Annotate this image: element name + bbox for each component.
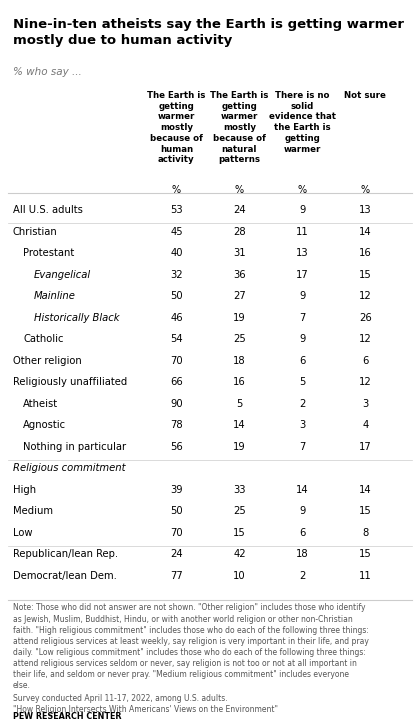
Text: Not sure: Not sure xyxy=(344,91,386,100)
Text: 3: 3 xyxy=(299,420,305,430)
Text: 15: 15 xyxy=(359,507,372,516)
Text: 14: 14 xyxy=(359,485,372,495)
Text: %: % xyxy=(235,185,244,196)
Text: Other religion: Other religion xyxy=(13,356,81,366)
Text: 6: 6 xyxy=(299,356,306,366)
Text: 4: 4 xyxy=(362,420,368,430)
Text: 18: 18 xyxy=(296,550,309,560)
Text: %: % xyxy=(298,185,307,196)
Text: Medium: Medium xyxy=(13,507,52,516)
Text: Atheist: Atheist xyxy=(23,398,58,409)
Text: Protestant: Protestant xyxy=(23,248,74,258)
Text: The Earth is
getting
warmer
mostly
because of
natural
patterns: The Earth is getting warmer mostly becau… xyxy=(210,91,268,164)
Text: Christian: Christian xyxy=(13,227,58,236)
Text: 15: 15 xyxy=(359,270,372,280)
Text: 8: 8 xyxy=(362,528,368,538)
Text: 9: 9 xyxy=(299,205,306,215)
Text: 5: 5 xyxy=(236,398,243,409)
Text: Republican/lean Rep.: Republican/lean Rep. xyxy=(13,550,118,560)
Text: 16: 16 xyxy=(359,248,372,258)
Text: 10: 10 xyxy=(233,571,246,581)
Text: 7: 7 xyxy=(299,442,306,451)
Text: 24: 24 xyxy=(233,205,246,215)
Text: 78: 78 xyxy=(170,420,183,430)
Text: 14: 14 xyxy=(233,420,246,430)
Text: 50: 50 xyxy=(170,507,183,516)
Text: %: % xyxy=(172,185,181,196)
Text: 70: 70 xyxy=(170,356,183,366)
Text: 13: 13 xyxy=(359,205,372,215)
Text: 5: 5 xyxy=(299,377,306,387)
Text: 17: 17 xyxy=(359,442,372,451)
Text: %: % xyxy=(361,185,370,196)
Text: 11: 11 xyxy=(296,227,309,236)
Text: Catholic: Catholic xyxy=(23,334,63,344)
Text: 54: 54 xyxy=(170,334,183,344)
Text: Religiously unaffiliated: Religiously unaffiliated xyxy=(13,377,127,387)
Text: 70: 70 xyxy=(170,528,183,538)
Text: 40: 40 xyxy=(170,248,183,258)
Text: 12: 12 xyxy=(359,291,372,301)
Text: 17: 17 xyxy=(296,270,309,280)
Text: 56: 56 xyxy=(170,442,183,451)
Text: 16: 16 xyxy=(233,377,246,387)
Text: 7: 7 xyxy=(299,313,306,323)
Text: The Earth is
getting
warmer
mostly
because of
human
activity: The Earth is getting warmer mostly becau… xyxy=(147,91,205,164)
Text: 25: 25 xyxy=(233,507,246,516)
Text: Nothing in particular: Nothing in particular xyxy=(23,442,126,451)
Text: 24: 24 xyxy=(170,550,183,560)
Text: 15: 15 xyxy=(359,550,372,560)
Text: 3: 3 xyxy=(362,398,368,409)
Text: 19: 19 xyxy=(233,313,246,323)
Text: 12: 12 xyxy=(359,377,372,387)
Text: 9: 9 xyxy=(299,334,306,344)
Text: 13: 13 xyxy=(296,248,309,258)
Text: 18: 18 xyxy=(233,356,246,366)
Text: Mainline: Mainline xyxy=(34,291,76,301)
Text: 33: 33 xyxy=(233,485,246,495)
Text: 32: 32 xyxy=(170,270,183,280)
Text: Nine-in-ten atheists say the Earth is getting warmer
mostly due to human activit: Nine-in-ten atheists say the Earth is ge… xyxy=(13,18,404,47)
Text: 14: 14 xyxy=(359,227,372,236)
Text: All U.S. adults: All U.S. adults xyxy=(13,205,82,215)
Text: 19: 19 xyxy=(233,442,246,451)
Text: 53: 53 xyxy=(170,205,183,215)
Text: Historically Black: Historically Black xyxy=(34,313,119,323)
Text: 90: 90 xyxy=(170,398,183,409)
Text: 6: 6 xyxy=(362,356,369,366)
Text: High: High xyxy=(13,485,36,495)
Text: % who say ...: % who say ... xyxy=(13,67,81,77)
Text: Religious commitment: Religious commitment xyxy=(13,463,125,473)
Text: 9: 9 xyxy=(299,291,306,301)
Text: 15: 15 xyxy=(233,528,246,538)
Text: 45: 45 xyxy=(170,227,183,236)
Text: 12: 12 xyxy=(359,334,372,344)
Text: 26: 26 xyxy=(359,313,372,323)
Text: 11: 11 xyxy=(359,571,372,581)
Text: There is no
solid
evidence that
the Earth is
getting
warmer: There is no solid evidence that the Eart… xyxy=(269,91,336,153)
Text: 46: 46 xyxy=(170,313,183,323)
Text: Democrat/lean Dem.: Democrat/lean Dem. xyxy=(13,571,116,581)
Text: Evangelical: Evangelical xyxy=(34,270,91,280)
Text: PEW RESEARCH CENTER: PEW RESEARCH CENTER xyxy=(13,712,121,721)
Text: 66: 66 xyxy=(170,377,183,387)
Text: Survey conducted April 11-17, 2022, among U.S. adults.
"How Religion Intersects : Survey conducted April 11-17, 2022, amon… xyxy=(13,694,278,715)
Text: 25: 25 xyxy=(233,334,246,344)
Text: 14: 14 xyxy=(296,485,309,495)
Text: 36: 36 xyxy=(233,270,246,280)
Text: Low: Low xyxy=(13,528,32,538)
Text: Note: Those who did not answer are not shown. "Other religion" includes those wh: Note: Those who did not answer are not s… xyxy=(13,603,368,690)
Text: 50: 50 xyxy=(170,291,183,301)
Text: 9: 9 xyxy=(299,507,306,516)
Text: 6: 6 xyxy=(299,528,306,538)
Text: 39: 39 xyxy=(170,485,183,495)
Text: 2: 2 xyxy=(299,571,306,581)
Text: 28: 28 xyxy=(233,227,246,236)
Text: 42: 42 xyxy=(233,550,246,560)
Text: Agnostic: Agnostic xyxy=(23,420,66,430)
Text: 27: 27 xyxy=(233,291,246,301)
Text: 2: 2 xyxy=(299,398,306,409)
Text: 77: 77 xyxy=(170,571,183,581)
Text: 31: 31 xyxy=(233,248,246,258)
